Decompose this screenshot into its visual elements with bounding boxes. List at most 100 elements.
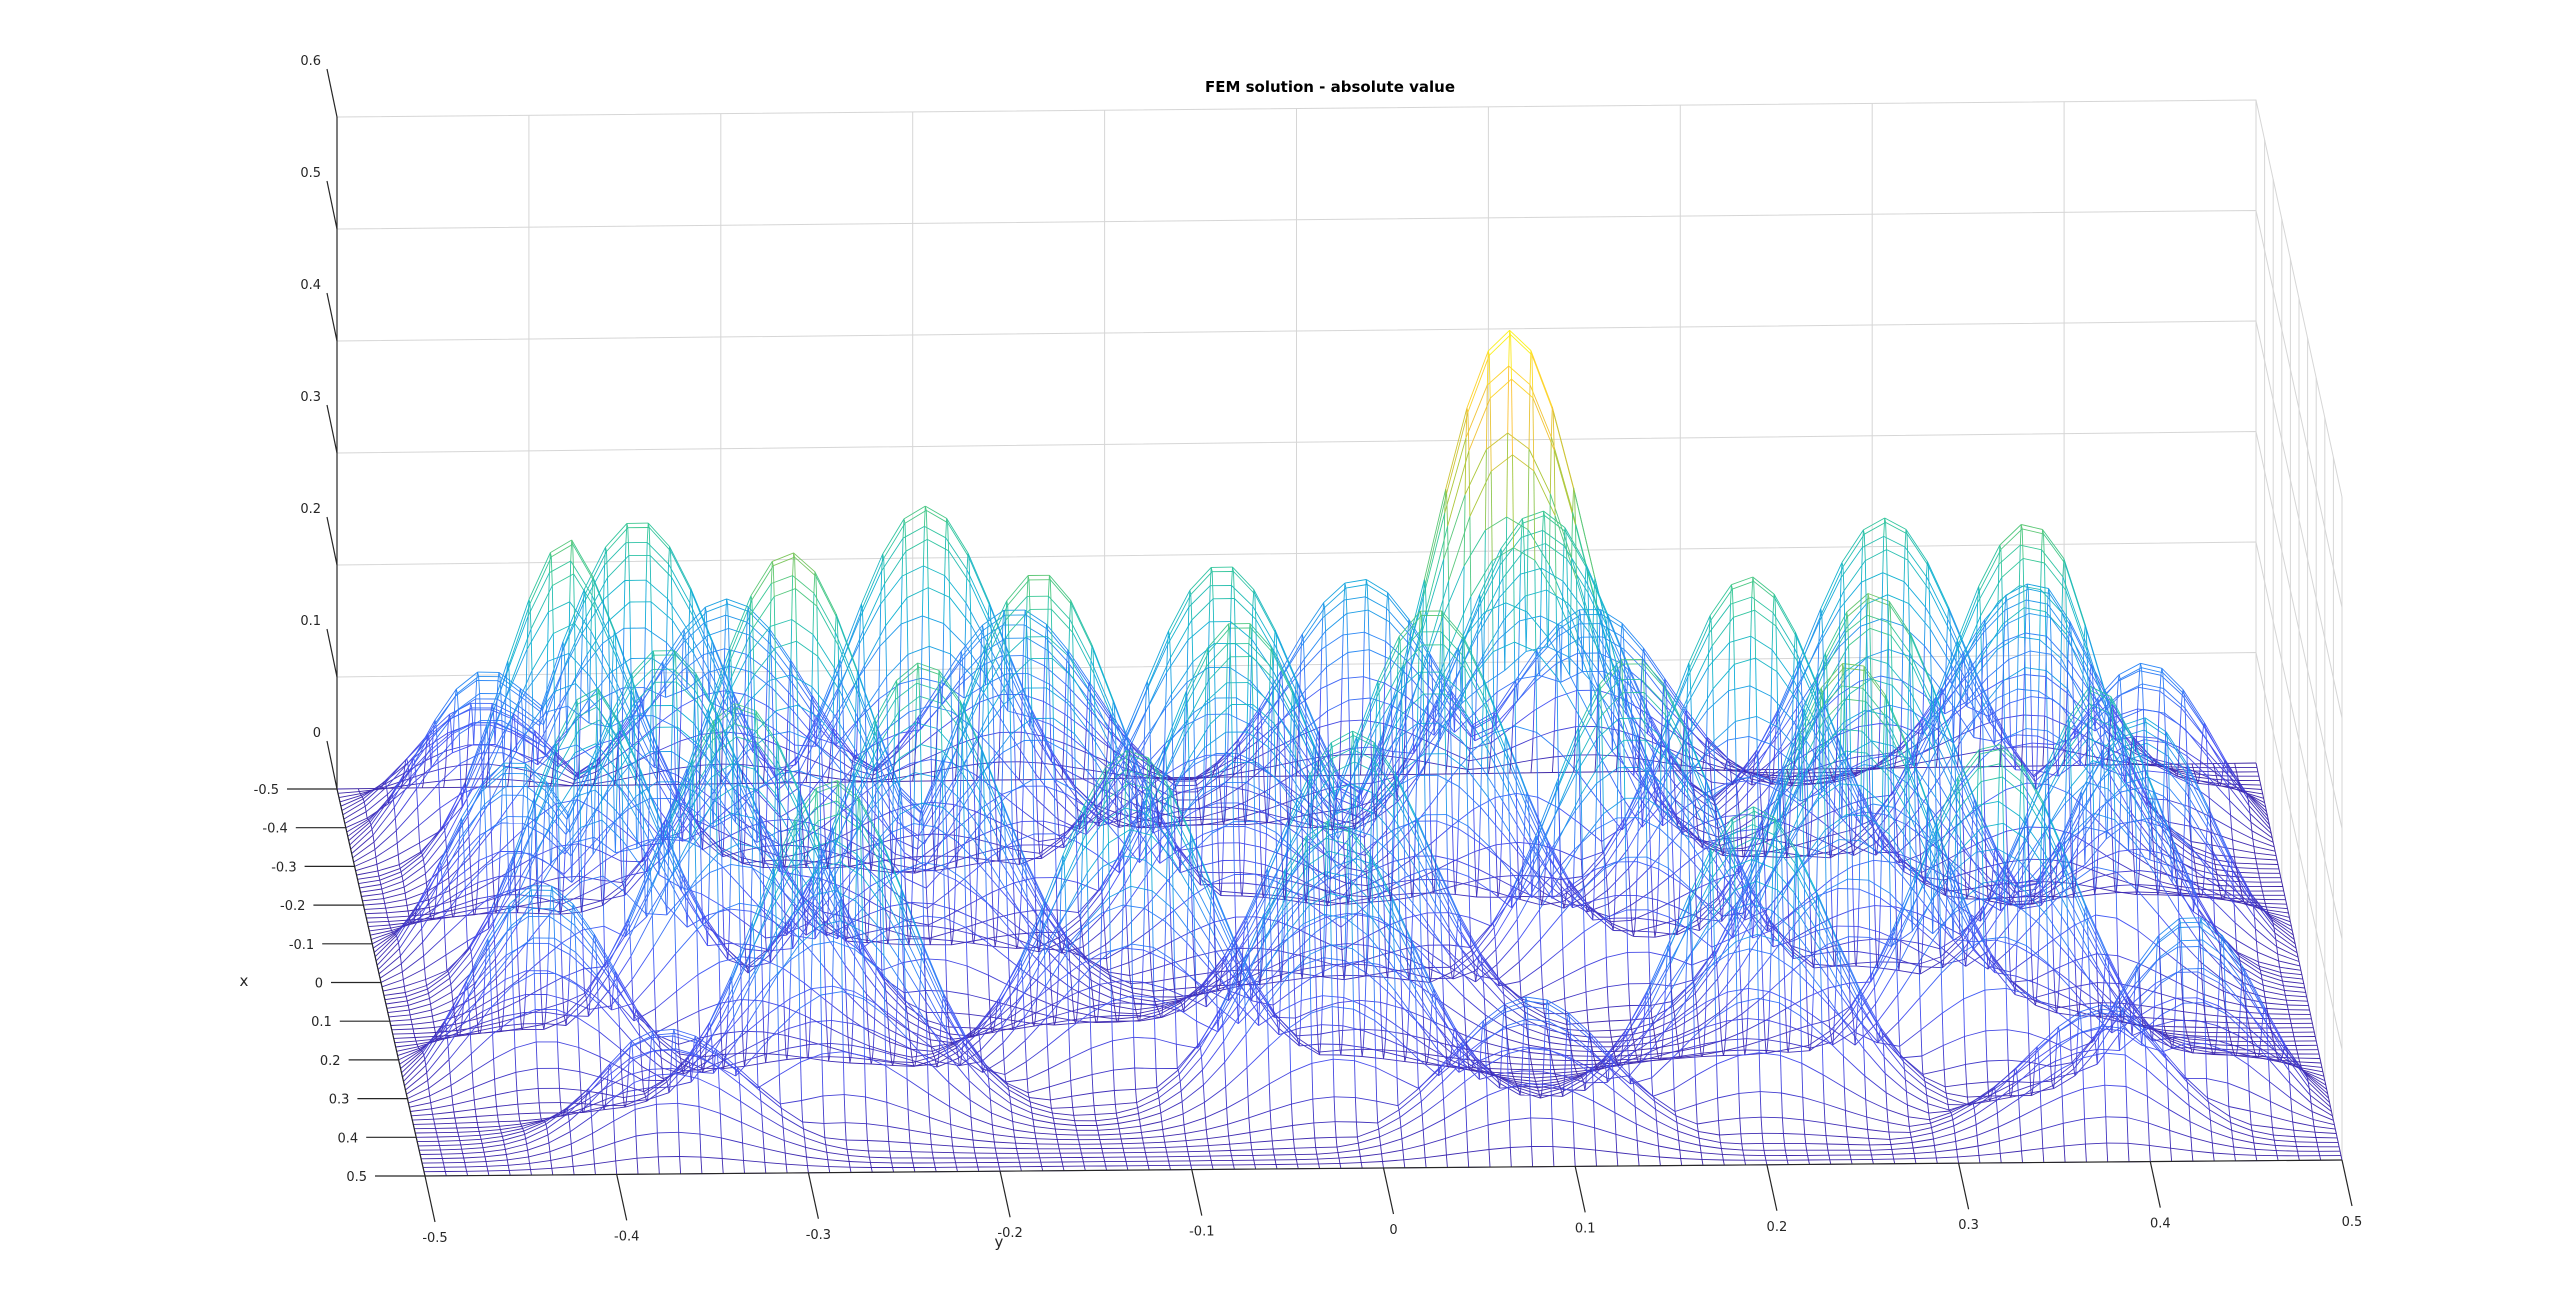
mesh-edge: [2234, 856, 2256, 860]
mesh-edge: [555, 751, 578, 775]
mesh-edge: [1110, 713, 1133, 744]
mesh-edge: [1049, 579, 1073, 605]
mesh-edge: [492, 875, 516, 924]
mesh-edge: [1135, 1006, 1157, 1011]
mesh-edge: [2137, 891, 2159, 894]
mesh-edge: [724, 794, 747, 812]
mesh-edge: [1366, 579, 1388, 593]
mesh-edge: [2115, 871, 2138, 891]
mesh-edge: [582, 925, 604, 931]
mesh-edge: [1852, 859, 1874, 867]
mesh-edge: [791, 664, 814, 700]
mesh-edge: [2176, 775, 2198, 784]
mesh-edge: [1492, 641, 1515, 653]
mesh-edge: [358, 879, 380, 885]
mesh-edge: [1023, 655, 1045, 667]
mesh-edge: [1411, 891, 1434, 898]
mesh-edge: [1388, 597, 1411, 625]
mesh-edge: [706, 603, 728, 613]
mesh-edge: [1838, 839, 1861, 842]
mesh-edge: [1541, 567, 1564, 582]
mesh-edge: [915, 731, 938, 750]
mesh-edge: [1841, 529, 1864, 563]
mesh-edge: [1422, 512, 1446, 597]
mesh-edge: [2213, 901, 2236, 924]
mesh-edge: [2021, 524, 2043, 530]
mesh-edge: [1187, 621, 1210, 641]
mesh-edge: [922, 615, 944, 625]
mesh-edge: [817, 655, 840, 690]
mesh-edge: [1750, 635, 1773, 651]
mesh-edge: [1819, 577, 1842, 621]
mesh-edge: [1553, 754, 1575, 758]
mesh-edge: [791, 619, 814, 635]
mesh-edge: [379, 963, 402, 979]
mesh-edge: [1665, 683, 1688, 715]
mesh-edge: [1364, 631, 1386, 642]
mesh-edge: [998, 858, 1021, 862]
mesh-edge: [2144, 717, 2167, 733]
mesh-edge: [1685, 709, 1708, 738]
mesh-edge: [1511, 738, 1534, 749]
mesh-edge: [2255, 858, 2278, 861]
mesh-edge: [387, 915, 410, 918]
mesh-edge: [1324, 587, 1347, 608]
mesh-edge: [1774, 598, 1797, 637]
mesh-edge: [1749, 685, 1772, 697]
mesh-edge: [1863, 811, 1885, 815]
mesh-edge: [1514, 641, 1536, 652]
mesh-edge: [457, 676, 479, 694]
mesh-edge: [1049, 575, 1072, 601]
mesh-edge: [1978, 544, 2001, 587]
mesh-edge: [1025, 614, 1048, 630]
mesh-edge: [1356, 681, 1379, 738]
mesh-edge: [1207, 627, 1230, 653]
mesh-edge: [709, 863, 731, 874]
mesh-edge: [423, 935, 446, 957]
mesh-edge: [2067, 703, 2090, 734]
mesh-edge: [2018, 636, 2040, 641]
mesh-edge: [1831, 908, 1854, 919]
mesh-edge: [1866, 614, 1889, 623]
mesh-edge: [1277, 920, 1300, 931]
mesh-edge: [1622, 627, 1645, 654]
mesh-edge: [2285, 994, 2307, 998]
mesh-edge: [1212, 874, 1235, 883]
mesh-edge: [1457, 828, 1480, 843]
mesh-edge: [724, 648, 747, 655]
mesh-edge: [487, 778, 509, 781]
mesh-edge: [1709, 584, 1732, 616]
mesh-edge: [1005, 855, 1028, 899]
mesh-edge: [2277, 953, 2300, 962]
mesh-edge: [1344, 579, 1367, 584]
mesh-edge: [402, 773, 425, 782]
mesh-edge: [1465, 384, 1488, 438]
mesh-edge: [1490, 454, 1513, 472]
mesh-edge: [1348, 697, 1371, 701]
mesh-edge: [705, 598, 727, 608]
mesh-edge: [485, 816, 508, 833]
mesh-edge: [703, 648, 725, 656]
mesh-edge: [1773, 910, 1796, 930]
mesh-edge: [742, 888, 765, 914]
mesh-edge: [2025, 667, 2047, 672]
mesh-edge: [1089, 686, 1112, 720]
mesh-edge: [2017, 688, 2039, 692]
mesh-edge: [934, 866, 957, 872]
mesh-edge: [1554, 515, 1577, 580]
mesh-edge: [995, 946, 1017, 949]
mesh-edge: [2143, 708, 2165, 714]
mesh-edge: [928, 587, 950, 598]
mesh-edge: [1050, 972, 1072, 989]
mesh-edge: [1347, 649, 1370, 653]
mesh-edge: [1814, 950, 1836, 955]
mesh-edge: [2046, 635, 2069, 661]
mesh-edge: [1981, 623, 2004, 658]
mesh-edge: [1469, 916, 1492, 927]
mesh-edge: [2284, 989, 2306, 993]
mesh-edge: [2280, 971, 2302, 976]
mesh-edge: [1519, 615, 1541, 622]
mesh-edge: [379, 871, 402, 881]
mesh-edge: [896, 716, 919, 747]
mesh-edge: [1634, 930, 1656, 933]
